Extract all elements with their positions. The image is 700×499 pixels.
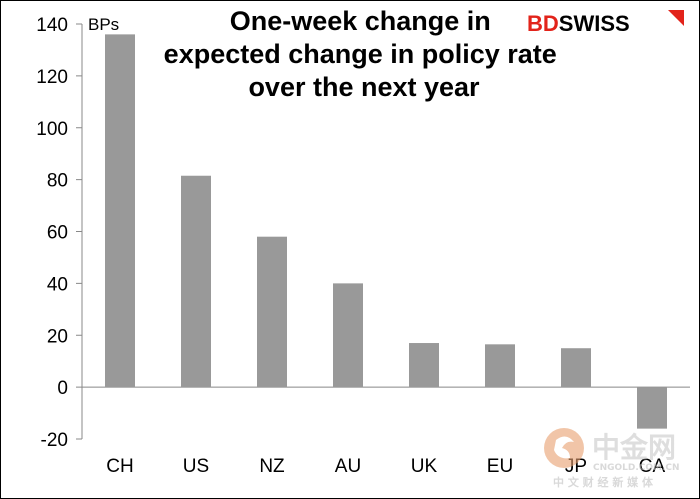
y-tick-label: 60 bbox=[47, 223, 68, 244]
y-tick-label: 140 bbox=[36, 15, 68, 36]
unit-label: BPs bbox=[88, 15, 119, 34]
y-ticks: -20 0 20 40 60 80 100 120 140 bbox=[36, 15, 82, 451]
y-tick-label: 80 bbox=[47, 171, 68, 192]
chart-title-line-3: over the next year bbox=[248, 72, 480, 102]
watermark-tagline: 中 文 财 经 新 媒 体 bbox=[553, 475, 654, 489]
y-tick-label: 20 bbox=[47, 326, 68, 347]
bar-nz bbox=[257, 236, 287, 388]
brand-logo-text: BDSWISS bbox=[527, 11, 630, 36]
chart-title-line-2: expected change in policy rate bbox=[164, 39, 557, 69]
bar-uk bbox=[409, 343, 439, 388]
watermark-subtext: CNGOLD.COM.CN bbox=[593, 463, 680, 473]
bar-ch bbox=[105, 34, 135, 388]
bar-au bbox=[333, 283, 363, 388]
y-tick-label: 120 bbox=[36, 67, 68, 88]
bar-us bbox=[181, 175, 211, 388]
chart-title-line-1: One-week change in bbox=[230, 6, 491, 36]
bar-jp bbox=[561, 348, 591, 388]
x-tick-label-uk: UK bbox=[411, 456, 438, 477]
bars bbox=[105, 34, 667, 429]
x-tick-label-us: US bbox=[183, 456, 209, 477]
watermark-text: 中金网 bbox=[592, 431, 676, 464]
x-tick-label-nz: NZ bbox=[259, 456, 285, 477]
x-tick-label-ca: CA bbox=[639, 456, 666, 477]
y-tick-label: -20 bbox=[41, 430, 68, 451]
bar-eu bbox=[485, 344, 515, 388]
y-tick-label: 40 bbox=[47, 274, 68, 295]
brand-logo-arrow-icon bbox=[668, 10, 684, 26]
x-tick-label-au: AU bbox=[335, 456, 361, 477]
watermark: 中金网 CNGOLD.COM.CN 中 文 财 经 新 媒 体 bbox=[544, 428, 680, 489]
chart-title: One-week change in expected change in po… bbox=[164, 6, 565, 102]
y-tick-label: 0 bbox=[57, 378, 68, 399]
bar-ca bbox=[637, 387, 667, 429]
x-labels: CH US NZ AU UK EU JP CA bbox=[106, 456, 665, 477]
x-tick-label-eu: EU bbox=[487, 456, 513, 477]
x-tick-label-ch: CH bbox=[106, 456, 133, 477]
y-tick-label: 100 bbox=[36, 119, 68, 140]
brand-logo: BDSWISS bbox=[527, 10, 684, 36]
watermark-flame-icon bbox=[554, 436, 574, 459]
watermark-coin-icon bbox=[544, 428, 584, 468]
